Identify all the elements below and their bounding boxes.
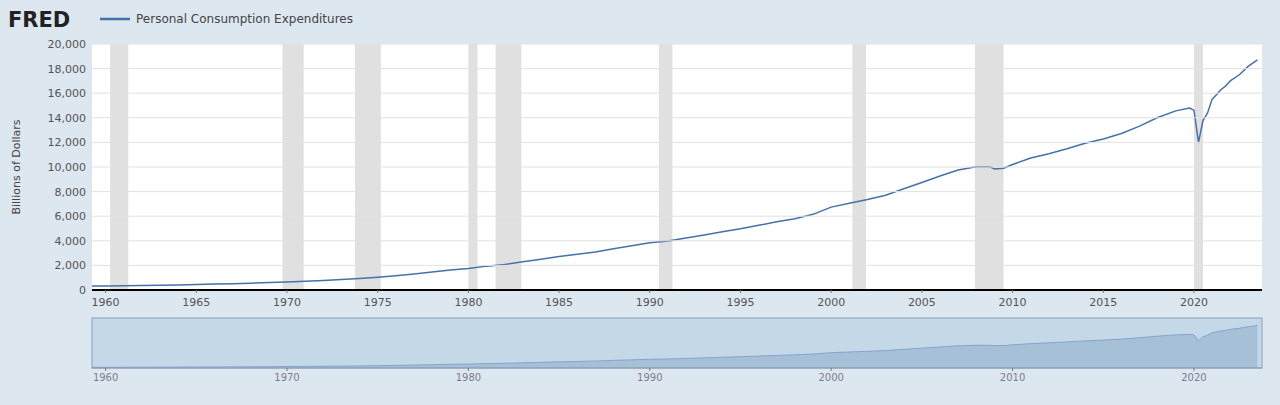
x-tick-label: 1960 xyxy=(92,296,120,309)
grid-line xyxy=(92,191,1262,192)
y-tick-label: 12,000 xyxy=(48,136,87,149)
x-tick-label: 2015 xyxy=(1089,296,1117,309)
grid-line xyxy=(92,290,1262,291)
x-tick-label: 2005 xyxy=(908,296,936,309)
x-tick xyxy=(377,290,378,293)
x-tick xyxy=(196,290,197,293)
x-tick-label: 1995 xyxy=(726,296,754,309)
grid-line xyxy=(92,240,1262,241)
x-tick-label: 2010 xyxy=(999,296,1027,309)
x-tick xyxy=(1193,368,1194,371)
x-tick xyxy=(831,368,832,371)
x-tick xyxy=(559,290,560,293)
y-tick-label: 4,000 xyxy=(55,235,87,248)
x-tick xyxy=(1012,368,1013,371)
x-tick-label: 2010 xyxy=(1000,372,1025,383)
x-tick xyxy=(105,368,106,371)
chart-1: 1960 1970 1980 1990 2000 2010 2020 xyxy=(92,318,1262,383)
y-tick-label: 16,000 xyxy=(48,87,87,100)
x-tick-label: 1990 xyxy=(637,372,662,383)
x-tick-label: 1980 xyxy=(454,296,482,309)
x-tick xyxy=(1193,290,1194,293)
x-tick xyxy=(649,368,650,371)
y-tick-label: 14,000 xyxy=(48,112,87,125)
annotation: FRED xyxy=(8,8,70,32)
grid-line xyxy=(92,68,1262,69)
x-tick xyxy=(287,290,288,293)
x-tick-label: 2000 xyxy=(818,372,843,383)
x-tick xyxy=(468,368,469,371)
plot-area xyxy=(92,44,1262,290)
y-tick-label: 10,000 xyxy=(48,161,87,174)
x-tick-label: 2020 xyxy=(1181,372,1206,383)
x-tick-label: 1970 xyxy=(273,296,301,309)
grid-line xyxy=(92,265,1262,266)
grid-line xyxy=(92,216,1262,217)
x-tick xyxy=(649,290,650,293)
legend-label: Personal Consumption Expenditures xyxy=(136,12,353,26)
x-tick-label: 1975 xyxy=(364,296,392,309)
x-tick-label: 1960 xyxy=(93,372,118,383)
navigator-frame xyxy=(92,318,1262,368)
grid-line xyxy=(92,142,1262,143)
x-tick-label: 1985 xyxy=(545,296,573,309)
x-tick xyxy=(468,290,469,293)
y-tick-label: 0 xyxy=(79,284,86,297)
series-line xyxy=(92,60,1257,286)
x-tick-label: 1970 xyxy=(274,372,299,383)
plot-area xyxy=(92,318,1262,368)
x-tick-label: 2020 xyxy=(1180,296,1208,309)
y-tick-label: 18,000 xyxy=(48,63,87,76)
chart-0: 0 2,000 4,000 6,000 8,000 10,000 12,000 14,000 1… xyxy=(8,8,1262,309)
navigator-line xyxy=(92,326,1257,368)
grid-line xyxy=(92,44,1262,45)
chart-root: 0 2,000 4,000 6,000 8,000 10,000 12,000 14,000 1… xyxy=(0,0,1280,405)
y-tick-label: 2,000 xyxy=(55,259,87,272)
x-tick xyxy=(921,290,922,293)
plot-clip xyxy=(92,326,1257,369)
navigator-area xyxy=(92,326,1257,369)
x-tick xyxy=(740,290,741,293)
x-tick xyxy=(287,368,288,371)
x-axis-line xyxy=(92,289,1262,291)
x-tick xyxy=(1012,290,1013,293)
y-tick-label: 8,000 xyxy=(55,186,87,199)
x-tick xyxy=(831,290,832,293)
grid-line xyxy=(92,167,1262,168)
x-tick-label: 1990 xyxy=(636,296,664,309)
legend-swatch xyxy=(100,18,130,21)
x-tick xyxy=(105,290,106,293)
y-tick-label: 6,000 xyxy=(55,210,87,223)
y-axis-label: Billions of Dollars xyxy=(10,119,23,214)
background xyxy=(0,0,1280,405)
x-tick-label: 1965 xyxy=(182,296,210,309)
grid-line xyxy=(92,117,1262,118)
x-tick xyxy=(1103,290,1104,293)
y-tick-label: 20,000 xyxy=(48,38,87,51)
grid-line xyxy=(92,93,1262,94)
x-tick-label: 1980 xyxy=(456,372,481,383)
x-tick-label: 2000 xyxy=(817,296,845,309)
